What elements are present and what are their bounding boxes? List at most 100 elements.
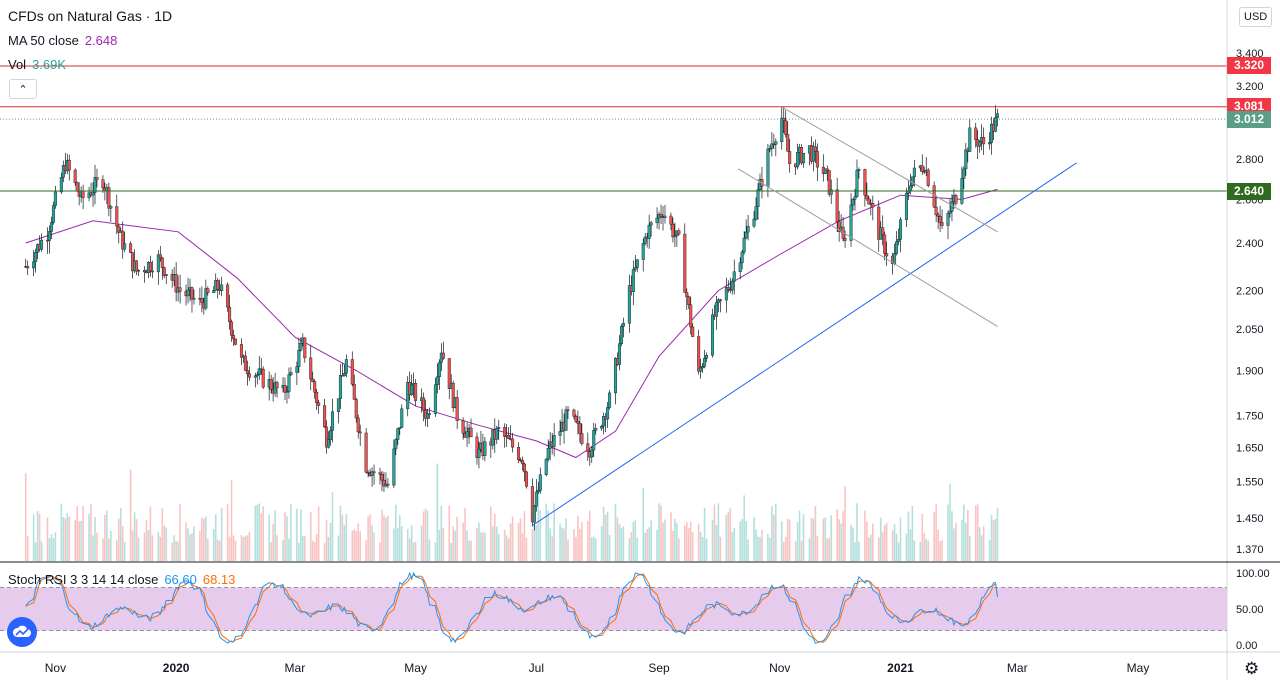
price-tag-resistance-high: 3.320: [1227, 57, 1271, 75]
volume-bar: [885, 522, 888, 561]
volume-bar: [773, 514, 775, 561]
horizontal-lines: [0, 65, 1227, 192]
candle-body: [614, 358, 618, 394]
candle-body: [75, 182, 79, 192]
volume-bar: [38, 513, 41, 561]
volume-bar: [796, 521, 799, 561]
candle-body: [81, 190, 85, 198]
candle: [606, 402, 610, 429]
symbol-title[interactable]: CFDs on Natural Gas · 1D: [8, 8, 173, 24]
volume-bar: [80, 520, 82, 561]
volume-bar: [881, 531, 884, 561]
candle: [372, 464, 376, 485]
candle: [904, 187, 908, 228]
candle-body: [352, 383, 356, 400]
volume-bar: [935, 504, 937, 561]
volume-bar: [836, 509, 838, 561]
candle: [364, 428, 368, 474]
volume-bar: [812, 518, 815, 561]
candle: [497, 419, 501, 440]
candle: [295, 361, 299, 386]
volume-bar: [400, 526, 403, 561]
ma-label[interactable]: MA 50 close: [8, 33, 79, 48]
candle: [590, 445, 594, 463]
volume-bar: [309, 511, 312, 561]
candle-body: [344, 359, 348, 374]
volume-bar: [258, 503, 261, 561]
volume-bar: [434, 542, 437, 561]
candle-body: [689, 304, 693, 328]
candle-body: [394, 439, 398, 450]
volume-bar: [468, 540, 470, 561]
x-tick-label: 2020: [163, 661, 190, 675]
candle: [946, 210, 950, 240]
candle-body: [261, 368, 265, 388]
candle: [564, 406, 568, 432]
volume-bar: [119, 508, 122, 561]
candle-body: [495, 428, 499, 440]
candle-body: [283, 385, 287, 393]
candle-body: [285, 391, 289, 393]
candle-body: [475, 436, 479, 458]
volume-bar: [220, 507, 223, 561]
candle-body: [354, 399, 358, 419]
volume-bar: [858, 541, 860, 561]
volume-bar: [678, 538, 680, 561]
candle: [382, 471, 386, 492]
volume-bar: [947, 504, 949, 561]
volume-bar: [864, 510, 866, 561]
volume-bar: [24, 473, 27, 561]
candle-body: [382, 479, 386, 487]
candle: [465, 422, 469, 447]
volume-bar: [177, 541, 179, 561]
volume-bar: [525, 537, 528, 561]
volume-bar: [717, 503, 720, 561]
volume-bar: [753, 517, 755, 561]
currency-button[interactable]: USD: [1239, 7, 1273, 27]
candle: [635, 259, 639, 273]
candle: [511, 432, 515, 453]
candle: [275, 380, 279, 398]
legend-volume: Vol 3.69K: [8, 57, 66, 72]
candle: [685, 288, 689, 311]
candle-body: [606, 407, 610, 420]
logo-button[interactable]: [7, 617, 37, 647]
candle-body: [895, 241, 899, 254]
vol-label[interactable]: Vol: [8, 57, 27, 72]
candle-body: [129, 243, 133, 253]
volume-bar: [729, 508, 732, 561]
stoch-label[interactable]: Stoch RSI 3 3 14 14 close: [8, 572, 159, 587]
candle: [671, 217, 675, 243]
candle: [724, 277, 728, 313]
volume-bar: [794, 541, 797, 561]
gear-icon[interactable]: ⚙: [1244, 659, 1260, 678]
volume-bar: [123, 542, 126, 561]
volume-bar: [88, 513, 90, 561]
candle-body: [396, 428, 400, 440]
volume-bar: [687, 528, 690, 561]
candle: [641, 238, 645, 272]
volume-bar: [507, 538, 510, 561]
volume-bar: [937, 529, 939, 561]
volume-bar: [50, 534, 53, 561]
candle-body: [710, 314, 714, 356]
volume-bar: [871, 523, 874, 561]
candle: [34, 248, 38, 273]
candle: [483, 436, 487, 462]
y-tick-label: 1.750: [1236, 410, 1264, 422]
candle-body: [673, 235, 677, 238]
candle-body: [380, 474, 384, 481]
candle-body: [724, 287, 728, 301]
volume-bar: [40, 541, 43, 561]
volume-bar: [60, 503, 63, 561]
collapse-legend-button[interactable]: ⌃: [9, 79, 37, 99]
candle: [994, 105, 998, 133]
volume-bar: [133, 512, 136, 561]
volume-bar: [78, 521, 80, 561]
candle: [574, 414, 578, 423]
vol-value: 3.69K: [32, 57, 67, 72]
candle-body: [329, 430, 333, 440]
candle-body: [586, 443, 590, 452]
